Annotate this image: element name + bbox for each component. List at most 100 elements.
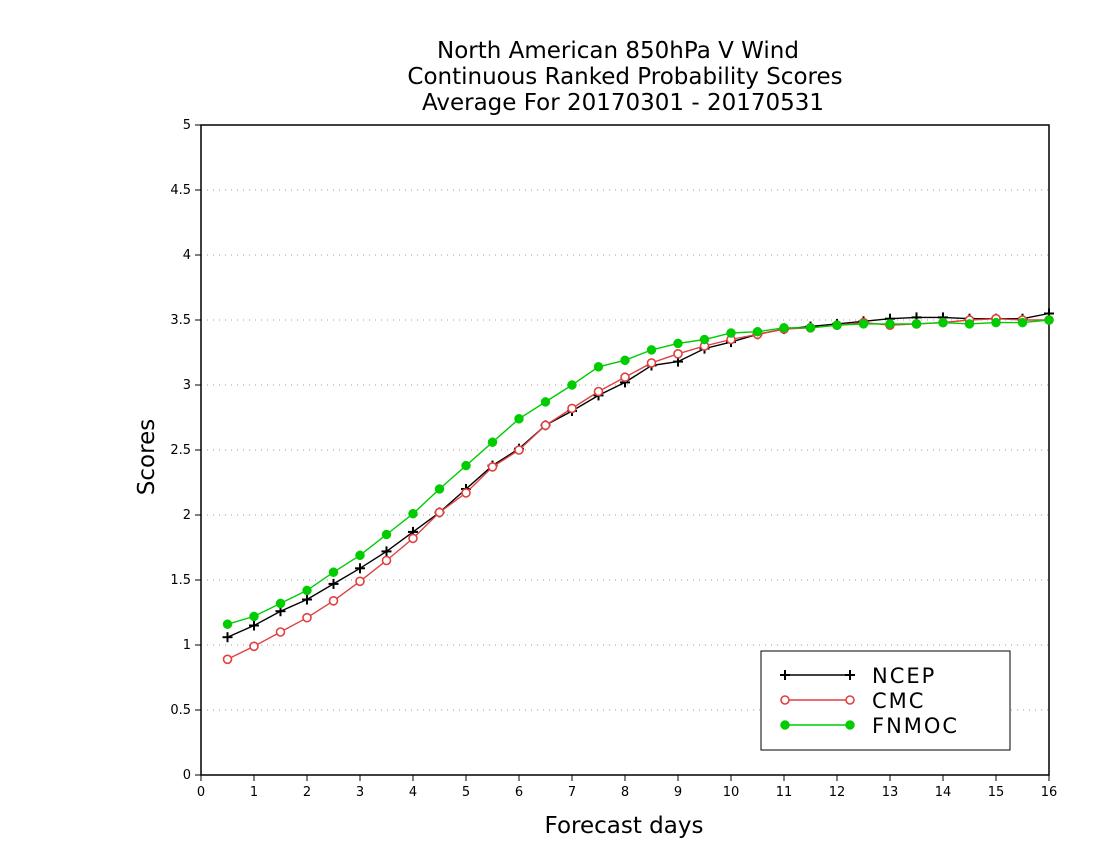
data-point-fnmoc — [752, 326, 763, 337]
data-point-fnmoc — [302, 585, 312, 596]
data-point-fnmoc — [938, 317, 948, 328]
x-tick-label: 2 — [303, 785, 311, 800]
data-point-fnmoc — [328, 567, 339, 577]
x-tick-label: 7 — [568, 785, 576, 800]
y-tick-label: 2.5 — [170, 443, 191, 458]
grid-lines — [201, 189, 1049, 711]
data-point-cmc — [567, 403, 577, 414]
x-tick-label: 10 — [723, 785, 740, 800]
x-tick-label: 14 — [935, 785, 952, 800]
data-point-fnmoc — [832, 320, 842, 330]
data-point-cmc — [514, 445, 524, 455]
data-point-fnmoc — [964, 319, 975, 329]
data-point-fnmoc — [805, 323, 816, 333]
legend-label-fnmoc: FNMOC — [872, 714, 959, 738]
y-tick-label: 2 — [183, 508, 191, 523]
series-layer — [222, 308, 1054, 665]
data-point-cmc — [355, 576, 365, 587]
x-tick-label: 16 — [1041, 785, 1058, 800]
x-axis: 0 1 2 3 4 5 6 7 8 9 10 11 12 13 14 15 16 — [197, 775, 1057, 800]
data-point-fnmoc — [779, 323, 789, 333]
y-tick-label: 3.5 — [170, 313, 191, 328]
data-point-fnmoc — [646, 345, 657, 355]
legend-marker-fnmoc — [780, 720, 790, 730]
data-point-fnmoc — [355, 550, 365, 561]
x-tick-label: 15 — [988, 785, 1005, 800]
x-tick-label: 12 — [829, 785, 846, 800]
data-point-cmc — [620, 372, 630, 383]
x-tick-label: 3 — [356, 785, 364, 800]
data-point-fnmoc — [275, 598, 286, 609]
series-cmc — [222, 313, 1054, 665]
data-point-fnmoc — [408, 508, 418, 519]
y-axis-label: Scores — [134, 419, 160, 495]
data-point-ncep — [222, 632, 233, 643]
data-point-cmc — [249, 641, 259, 652]
data-point-fnmoc — [1017, 317, 1028, 328]
data-point-fnmoc — [593, 362, 604, 372]
data-point-cmc — [434, 507, 445, 518]
x-axis-label: Forecast days — [545, 813, 704, 839]
x-tick-label: 5 — [462, 785, 470, 800]
chart-title-line-2: Continuous Ranked Probability Scores — [407, 64, 842, 90]
data-point-cmc — [646, 358, 657, 368]
data-point-ncep — [381, 546, 392, 557]
data-point-fnmoc — [222, 619, 233, 629]
x-tick-label: 8 — [621, 785, 629, 800]
data-point-fnmoc — [249, 611, 259, 622]
legend-marker-ncep — [845, 670, 855, 680]
x-tick-label: 1 — [250, 785, 258, 800]
data-point-cmc — [461, 488, 471, 498]
x-tick-label: 0 — [197, 785, 205, 800]
y-tick-label: 1 — [183, 638, 191, 653]
x-tick-label: 11 — [776, 785, 793, 800]
data-point-fnmoc — [1044, 315, 1054, 325]
data-point-fnmoc — [991, 317, 1001, 328]
legend-entry-fnmoc: FNMOC — [780, 714, 959, 738]
y-tick-label: 4 — [183, 248, 191, 263]
y-tick-label: 3 — [183, 378, 191, 393]
data-point-fnmoc — [726, 328, 736, 338]
data-point-fnmoc — [514, 414, 524, 424]
data-point-cmc — [673, 348, 683, 359]
data-point-cmc — [381, 555, 392, 566]
data-point-fnmoc — [487, 437, 498, 447]
chart-title: North American 850hPa V Wind Continuous … — [407, 38, 842, 116]
legend-marker-ncep — [780, 670, 790, 680]
y-tick-label: 0 — [183, 768, 191, 783]
x-tick-label: 6 — [515, 785, 523, 800]
legend-label-cmc: CMC — [872, 689, 925, 713]
data-point-fnmoc — [434, 484, 445, 494]
legend-entry-ncep: NCEP — [780, 664, 934, 688]
data-point-cmc — [328, 595, 339, 606]
legend-entry-cmc: CMC — [780, 689, 925, 713]
chart-title-line-3: Average For 20170301 - 20170531 — [422, 90, 824, 116]
y-tick-label: 4.5 — [170, 183, 191, 198]
data-point-cmc — [487, 462, 498, 472]
data-point-cmc — [275, 627, 286, 637]
legend-marker-cmc — [845, 695, 855, 705]
chart-title-line-1: North American 850hPa V Wind — [437, 38, 799, 64]
legend-marker-fnmoc — [845, 720, 855, 730]
x-tick-label: 9 — [674, 785, 682, 800]
data-point-ncep — [355, 563, 365, 574]
y-tick-label: 5 — [183, 118, 191, 133]
data-point-cmc — [593, 386, 604, 397]
data-point-fnmoc — [699, 334, 710, 345]
data-point-fnmoc — [911, 319, 922, 329]
series-line-fnmoc — [227, 319, 1050, 625]
x-tick-label: 4 — [409, 785, 417, 800]
y-axis: 0 0.5 1 1.5 2 2.5 3 3.5 4 4.5 5 — [170, 118, 201, 783]
data-point-ncep — [302, 594, 312, 605]
data-point-cmc — [302, 612, 312, 623]
y-tick-label: 1.5 — [170, 573, 191, 588]
data-point-ncep — [328, 578, 339, 589]
series-ncep — [222, 308, 1054, 643]
data-point-fnmoc — [461, 460, 471, 471]
data-point-fnmoc — [885, 319, 895, 329]
data-point-fnmoc — [540, 397, 551, 407]
series-line-cmc — [227, 317, 1049, 660]
x-tick-label: 13 — [882, 785, 899, 800]
data-point-ncep — [249, 620, 259, 631]
data-point-fnmoc — [620, 355, 630, 366]
